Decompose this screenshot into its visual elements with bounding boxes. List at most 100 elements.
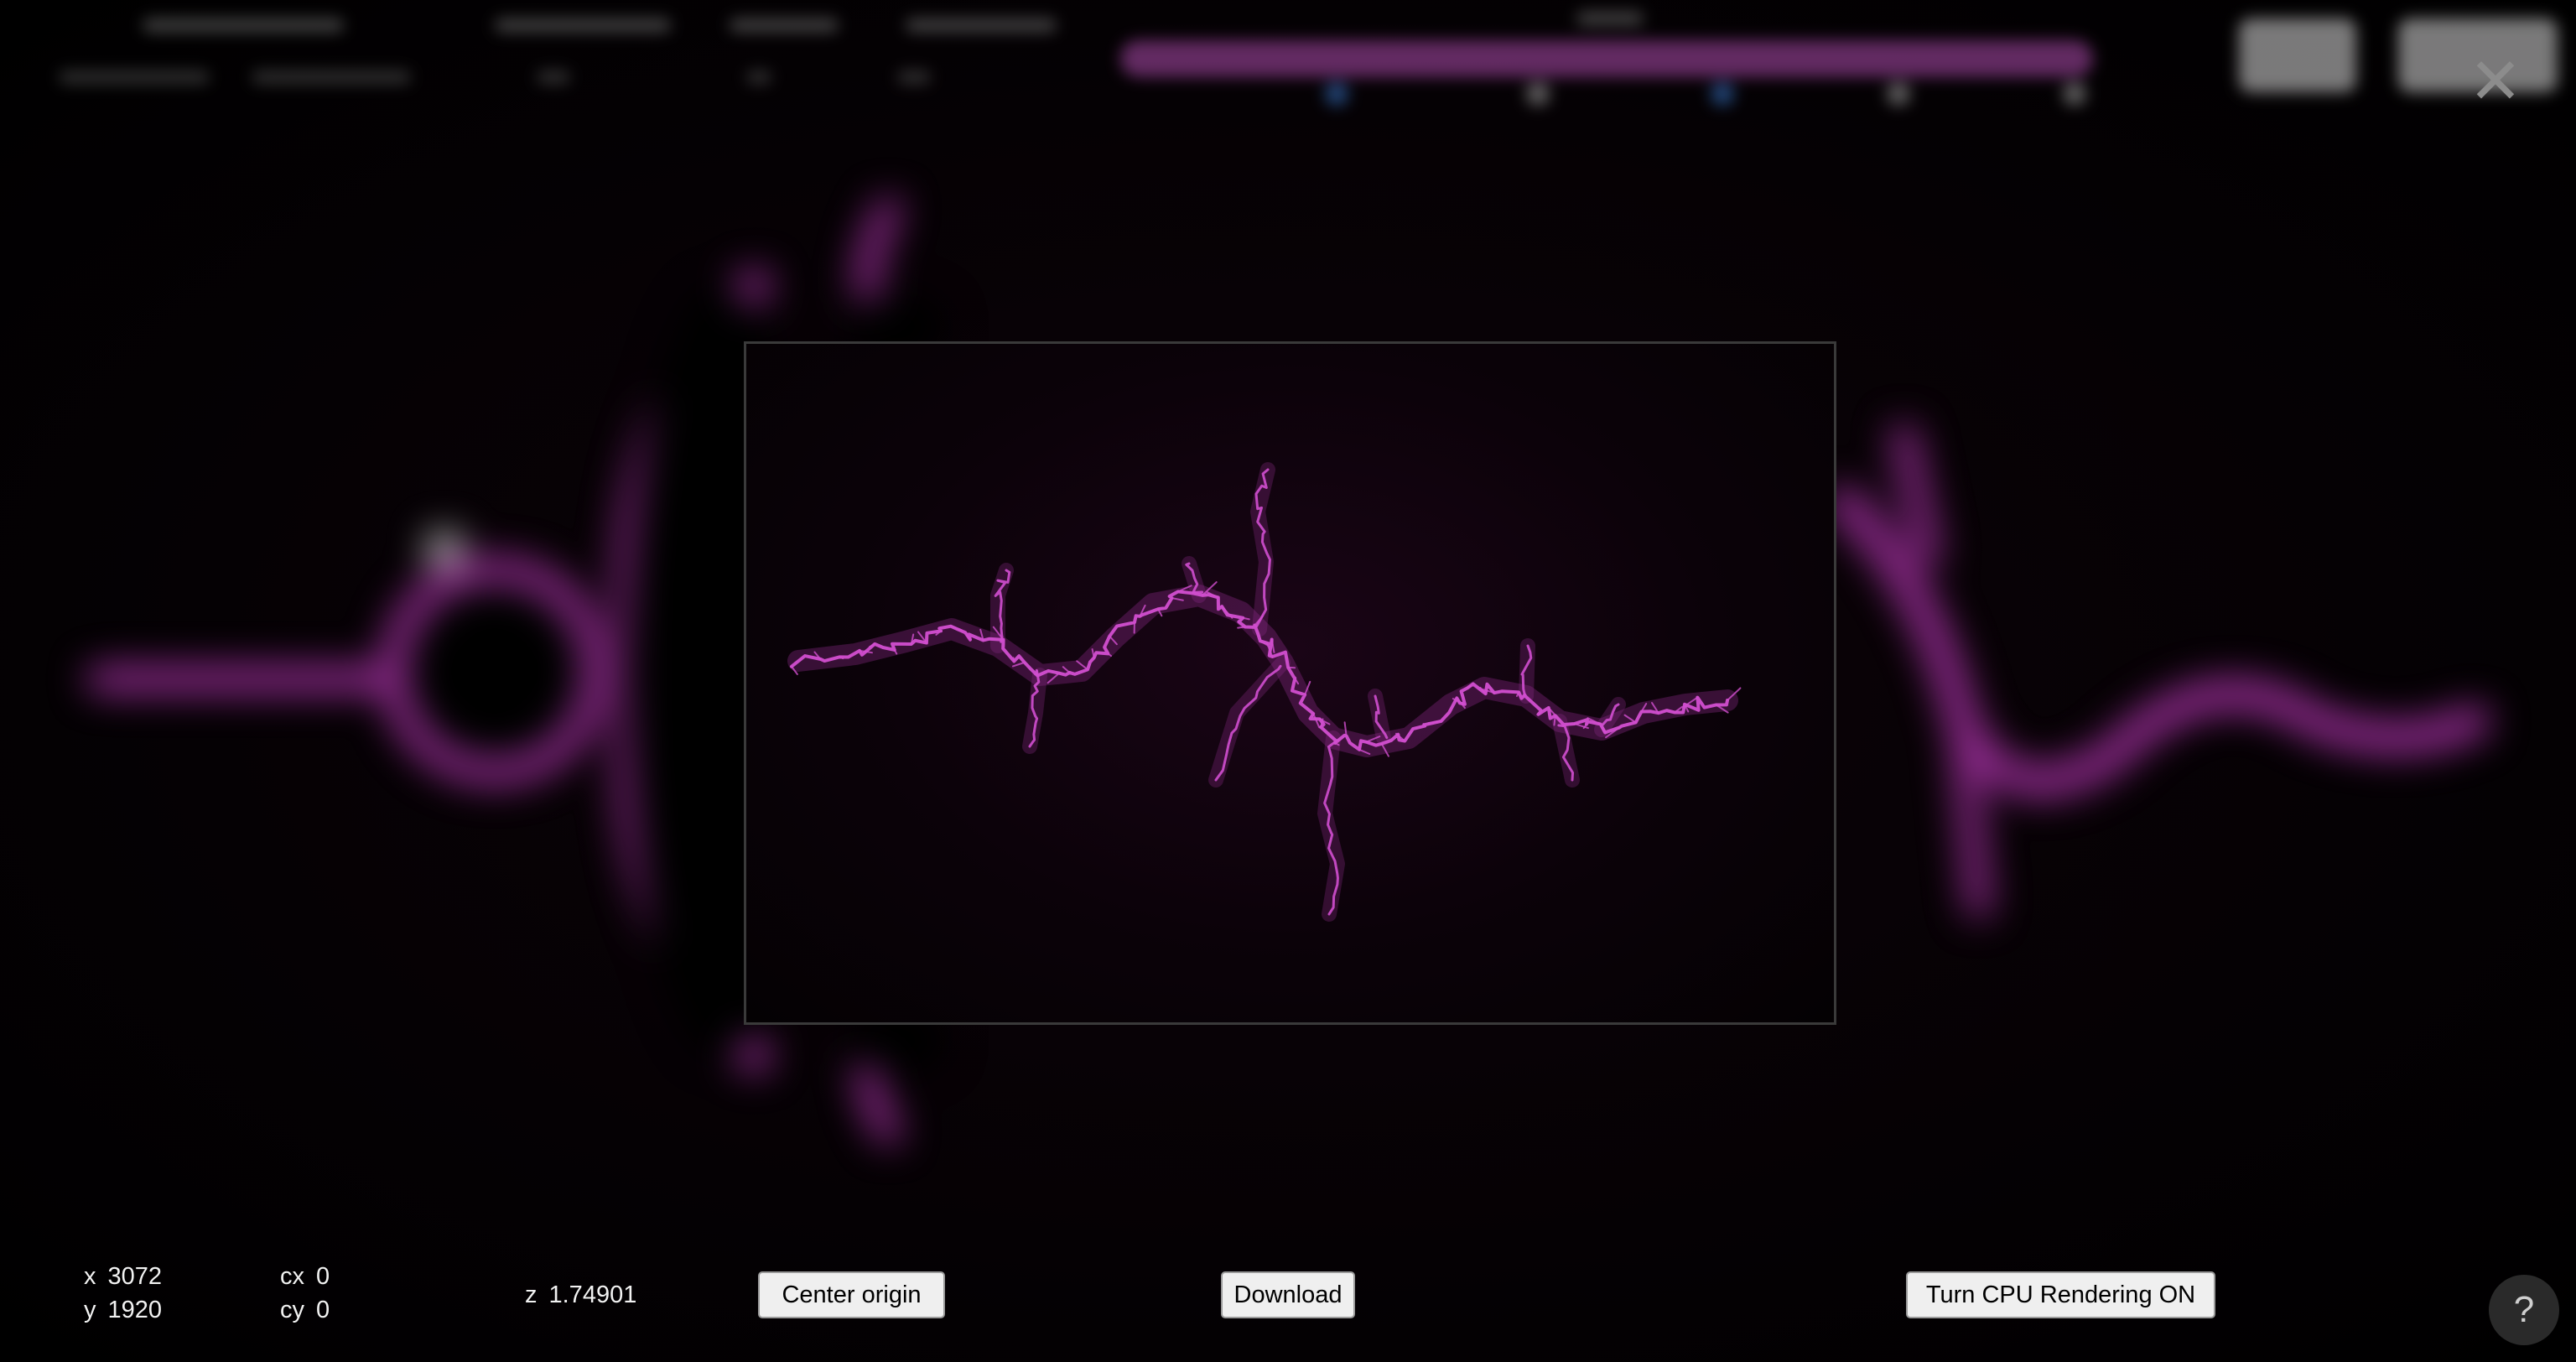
close-button[interactable]: ✕ [2462, 49, 2529, 116]
fractal-branch [1600, 703, 1620, 735]
cy-value: 0 [316, 1297, 330, 1323]
cpu-rendering-toggle-button[interactable]: Turn CPU Rendering ON [1906, 1271, 2215, 1318]
fractal-hair [1427, 720, 1442, 725]
fractal-hair [1466, 684, 1472, 689]
fractal-hair [910, 633, 915, 646]
fractal-branch [1557, 724, 1575, 782]
x-value: 3072 [107, 1263, 163, 1290]
fractal-hair [1318, 718, 1331, 725]
fractal-hair [1573, 723, 1589, 730]
zoom-readout: z 1.74901 [525, 1278, 636, 1312]
fractal-hair [1365, 736, 1381, 743]
fractal-hair [1358, 748, 1371, 755]
fractal-hair [1139, 604, 1146, 617]
fractal-hair [1201, 581, 1218, 596]
fractal-hair [1605, 726, 1621, 739]
y-label: y [84, 1297, 96, 1323]
fractal-hair [1582, 723, 1587, 730]
fractal-branch [1028, 668, 1041, 748]
fractal-hair [1587, 717, 1602, 725]
fractal-hair [1076, 660, 1089, 671]
fractal-glow [1519, 638, 1535, 704]
fractal-hair [839, 656, 844, 660]
cx-value: 0 [316, 1263, 330, 1290]
fractal-hair [1221, 606, 1233, 619]
fractal-hair [859, 649, 873, 654]
control-bar [0, 0, 2576, 126]
fractal-branch [1323, 738, 1339, 916]
fractal-hair [1237, 626, 1247, 629]
fractal-hair [935, 630, 943, 636]
fractal-branch [1254, 468, 1271, 628]
help-button[interactable]: ? [2489, 1275, 2559, 1345]
fractal-hair [966, 634, 972, 641]
help-icon: ? [2513, 1289, 2535, 1330]
fractal-hair [1294, 677, 1300, 685]
fractal-hair [1715, 704, 1729, 714]
pixel-coordinates: x 3072 y 1920 [84, 1260, 162, 1327]
fractal-hair [1673, 705, 1683, 714]
fractal-branch [1185, 562, 1204, 594]
fractal-hair [1011, 661, 1026, 668]
fractal-hair [1242, 616, 1250, 621]
z-value: 1.74901 [548, 1281, 637, 1308]
fractal-branch [994, 569, 1011, 643]
fractal-hair [791, 665, 798, 675]
fractal-hair [813, 651, 822, 660]
fractal-hair [1547, 706, 1561, 722]
fractal-hair [1176, 585, 1192, 593]
fractal-hair [1270, 638, 1275, 653]
z-label: z [525, 1281, 538, 1308]
fractal-branch [1214, 664, 1282, 782]
fractal-hair [1640, 703, 1648, 713]
fractal-hair [1334, 741, 1340, 746]
cx-label: cx [280, 1263, 304, 1290]
fractal-glow [990, 563, 1014, 653]
x-label: x [84, 1263, 96, 1290]
fractal-hair [1394, 732, 1406, 742]
y-value: 1920 [107, 1297, 163, 1323]
fractal-hair [1343, 721, 1348, 737]
cy-label: cy [280, 1297, 304, 1323]
fractal-hair [893, 648, 898, 655]
fractal-hair [1046, 672, 1061, 684]
fractal-hair [1651, 702, 1659, 715]
fractal-hair [1481, 688, 1495, 694]
fractal-hair [1452, 698, 1466, 705]
fractal-branch [1374, 694, 1389, 740]
julia-set-render [787, 462, 1742, 922]
fractal-hair [979, 628, 984, 642]
fractal-hair [1515, 691, 1520, 698]
fractal-hair [1157, 608, 1163, 617]
fractal-hair [1206, 590, 1219, 599]
fractal-hair [1254, 615, 1264, 626]
close-icon: ✕ [2469, 46, 2522, 117]
fractal-hair [1062, 666, 1071, 673]
fractal-hair [1538, 710, 1543, 715]
fractal-hair [1304, 680, 1311, 696]
fractal-hair [1312, 712, 1321, 729]
fractal-glow [1022, 668, 1047, 754]
complex-center: cx 0 cy 0 [280, 1260, 330, 1327]
fractal-hair [868, 642, 876, 648]
fractal-hair [1091, 648, 1095, 659]
center-origin-button[interactable]: Center origin [758, 1271, 945, 1318]
fractal-hair [1479, 686, 1487, 695]
fractal-hair [1012, 657, 1015, 663]
fractal-hair [1682, 696, 1699, 708]
fractal-hair [917, 631, 927, 644]
fractal-hair [1727, 687, 1742, 701]
fractal-branch [1520, 644, 1533, 696]
download-button[interactable]: Download [1221, 1271, 1355, 1318]
fractal-hair [1380, 742, 1389, 757]
fractal-hair [992, 626, 1005, 641]
fractal-hair [949, 625, 963, 632]
fractal-hair [1265, 642, 1274, 658]
fractal-hair [1422, 723, 1426, 727]
fractal-hair [1553, 715, 1556, 726]
fractal-hair [1171, 597, 1184, 601]
fractal-hair [1034, 673, 1039, 677]
fractal-hair [1107, 652, 1113, 658]
fractal-hair [1320, 718, 1324, 728]
